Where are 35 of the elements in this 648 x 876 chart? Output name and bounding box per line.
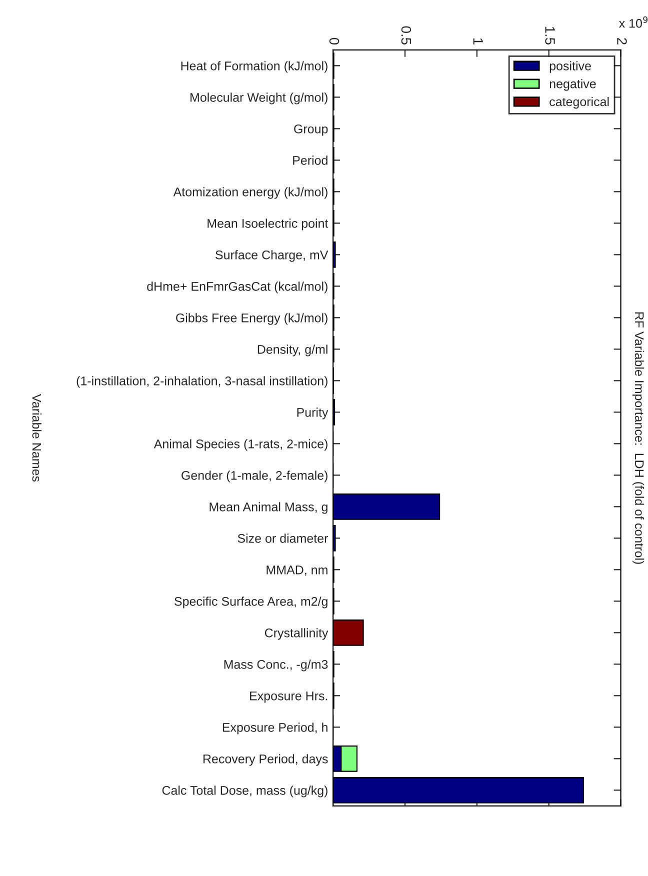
y-tick-label: Period [293, 156, 328, 165]
y-tick-label: Mean Animal Mass, g [210, 502, 328, 514]
y-tick-label: Mean Isoelectric point [208, 218, 328, 230]
y-tick-label: Gender (1-male, 2-female) [182, 470, 328, 482]
x-tick-label: 0.5 [401, 26, 412, 44]
y-tick-label: dHme+ EnFmrGasCat (kcal/mol) [147, 282, 328, 294]
y-tick-label: Exposure Hrs. [250, 692, 328, 703]
legend-label: negative [550, 79, 596, 91]
legend-label: categorical [550, 96, 609, 109]
y-tick-label: Group [294, 124, 328, 136]
y-tick-label: Surface Charge, mV [216, 250, 328, 262]
y-tick-label: Density, g/ml [258, 344, 328, 356]
x-tick-label: 2 [617, 38, 627, 44]
legend-label: positive [550, 61, 591, 73]
y-tick-label: Atomization energy (kJ/mol) [173, 187, 328, 199]
x-tick-label: 0 [329, 38, 340, 45]
y-tick-label: Mass Conc., -g/m3 [224, 660, 328, 672]
y-tick-label: (1-instillation, 2-inhalation, 3-nasal instillation) [76, 376, 328, 388]
x-tick-label: 1 [473, 38, 483, 44]
y-tick-label: Crystallinity [264, 628, 328, 640]
y-tick-label: Molecular Weight (g/mol) [190, 92, 328, 104]
y-tick-label: MMAD, nm [266, 566, 328, 576]
y-tick-label: Specific Surface Area, m2/g [174, 596, 328, 608]
y-tick-label: Recovery Period, days [203, 754, 328, 766]
y-tick-label: Gibbs Free Energy (kJ/mol) [176, 313, 328, 325]
y-tick-label: Purity [297, 408, 328, 420]
y-tick-label: Exposure Period, h [222, 722, 328, 734]
x-tick-label: 1.5 [545, 26, 555, 44]
text: RF Variable Importance: LDH (fold of control) [632, 312, 644, 564]
y-axis-title: Variable Names [32, 394, 42, 482]
y-tick-label: Heat of Formation (kJ/mol) [181, 61, 328, 73]
y-tick-label: Animal Species (1-rats, 2-mice) [154, 439, 328, 451]
y-tick-label: Calc Total Dose, mass (ug/kg) [162, 786, 328, 798]
y-tick-label: Size or diameter [238, 534, 328, 543]
text: x 10$^{9}$ [618, 16, 648, 28]
